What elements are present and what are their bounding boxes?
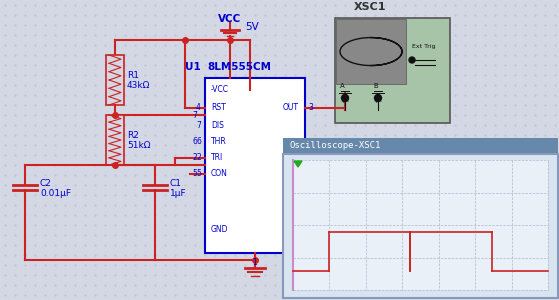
- Text: 5: 5: [196, 169, 201, 178]
- Text: 3: 3: [308, 103, 313, 112]
- Text: C2: C2: [40, 178, 52, 188]
- Text: 43kΩ: 43kΩ: [127, 82, 150, 91]
- Text: TRI: TRI: [211, 154, 223, 163]
- Circle shape: [342, 94, 348, 101]
- Text: OUT: OUT: [283, 103, 299, 112]
- Text: 2: 2: [196, 154, 201, 163]
- Text: 6: 6: [196, 137, 201, 146]
- Text: 7: 7: [196, 121, 201, 130]
- Circle shape: [409, 57, 415, 63]
- Text: 4: 4: [196, 103, 201, 112]
- Text: XSC1: XSC1: [354, 2, 386, 12]
- Text: R2: R2: [127, 130, 139, 140]
- Text: -: -: [347, 99, 349, 104]
- Text: 1: 1: [253, 258, 257, 267]
- Bar: [336, 19, 406, 84]
- Bar: [283, 138, 558, 154]
- Text: THR: THR: [211, 137, 227, 146]
- Bar: [106, 55, 124, 105]
- Text: Ext Trig: Ext Trig: [412, 44, 435, 49]
- Text: 8LM555CM: 8LM555CM: [207, 62, 271, 72]
- Text: Oscilloscope-XSC1: Oscilloscope-XSC1: [289, 142, 380, 151]
- Text: A: A: [340, 83, 345, 89]
- Bar: [293, 160, 548, 290]
- Text: 6: 6: [192, 137, 197, 146]
- Text: RST: RST: [211, 103, 226, 112]
- Text: -: -: [380, 99, 382, 104]
- Text: 7: 7: [192, 110, 197, 119]
- Bar: [106, 115, 124, 165]
- Bar: [335, 18, 450, 123]
- Text: C1: C1: [170, 178, 182, 188]
- Text: -VCC: -VCC: [211, 85, 229, 94]
- Text: +: +: [340, 99, 345, 104]
- Text: +: +: [373, 99, 378, 104]
- Text: 5V: 5V: [245, 22, 259, 32]
- Text: 1μF: 1μF: [170, 190, 187, 199]
- Text: VCC: VCC: [219, 14, 241, 24]
- Text: 51kΩ: 51kΩ: [127, 142, 150, 151]
- Text: DIS: DIS: [211, 121, 224, 130]
- Polygon shape: [294, 161, 302, 167]
- Text: R1: R1: [127, 70, 139, 80]
- Text: 0.01μF: 0.01μF: [40, 190, 71, 199]
- Bar: [283, 154, 558, 298]
- Text: GND: GND: [211, 226, 229, 235]
- Circle shape: [375, 94, 381, 101]
- Text: U1: U1: [185, 62, 201, 72]
- Text: 2: 2: [192, 154, 197, 163]
- Bar: [205, 78, 305, 253]
- Text: B: B: [373, 83, 378, 89]
- Text: 5: 5: [192, 169, 197, 178]
- Text: CON: CON: [211, 169, 228, 178]
